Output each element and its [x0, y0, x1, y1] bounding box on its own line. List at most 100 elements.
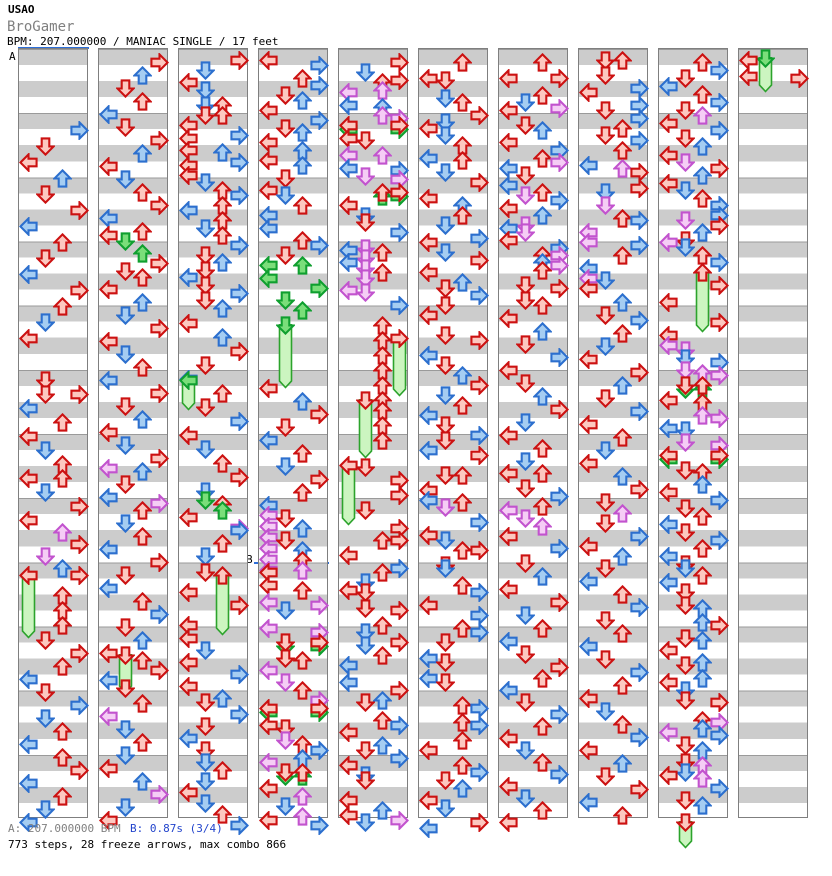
note-arrow: [790, 69, 809, 88]
note-arrow: [659, 641, 678, 660]
note-arrow: [613, 624, 632, 643]
note-arrow: [276, 731, 295, 750]
note-arrow: [516, 693, 535, 712]
note-arrow: [533, 322, 552, 341]
note-arrow: [659, 766, 678, 785]
note-arrow: [436, 216, 455, 235]
note-arrow: [150, 384, 169, 403]
note-arrow: [516, 93, 535, 112]
note-arrow: [150, 449, 169, 468]
note-arrow: [579, 454, 598, 473]
note-arrow: [116, 436, 135, 455]
note-arrow: [470, 699, 489, 718]
note-arrow: [693, 223, 712, 242]
note-arrow: [70, 121, 89, 140]
note-arrow: [419, 491, 438, 510]
note-arrow: [116, 720, 135, 739]
note-arrow: [613, 376, 632, 395]
note-arrow: [259, 181, 278, 200]
note-arrow: [596, 702, 615, 721]
note-arrow: [293, 392, 312, 411]
note-arrow: [676, 376, 695, 395]
marker-a-label: A: [9, 50, 16, 63]
note-arrow: [453, 779, 472, 798]
note-arrow: [419, 669, 438, 688]
note-arrow: [133, 92, 152, 111]
note-arrow: [356, 693, 375, 712]
note-arrow: [499, 813, 518, 832]
note-arrow: [259, 716, 278, 735]
note-arrow: [179, 201, 198, 220]
note-arrow: [99, 671, 118, 690]
note-arrow: [310, 76, 329, 95]
note-arrow: [630, 780, 649, 799]
note-arrow: [196, 246, 215, 265]
note-arrow: [70, 535, 89, 554]
note-arrow: [436, 243, 455, 262]
note-arrow: [150, 319, 169, 338]
note-arrow: [676, 129, 695, 148]
note-arrow: [53, 657, 72, 676]
note-arrow: [613, 324, 632, 343]
note-arrow: [516, 452, 535, 471]
note-arrow: [150, 254, 169, 273]
note-arrow: [419, 119, 438, 138]
note-arrow: [36, 385, 55, 404]
note-arrow: [213, 328, 232, 347]
note-arrow: [213, 106, 232, 125]
note-arrow: [53, 523, 72, 542]
note-arrow: [390, 296, 409, 315]
note-arrow: [630, 179, 649, 198]
note-arrow: [470, 606, 489, 625]
chart-column: [178, 48, 249, 835]
note-arrow: [19, 217, 38, 236]
note-arrow: [339, 129, 358, 148]
note-arrow: [436, 279, 455, 298]
note-arrow: [293, 196, 312, 215]
note-arrow: [453, 206, 472, 225]
note-arrow: [36, 683, 55, 702]
note-arrow: [116, 798, 135, 817]
note-arrow: [676, 596, 695, 615]
note-arrow: [676, 523, 695, 542]
note-arrow: [596, 101, 615, 120]
note-arrow: [453, 93, 472, 112]
note-arrow: [276, 797, 295, 816]
note-arrow: [676, 813, 695, 832]
note-arrow: [373, 243, 392, 262]
note-arrow: [356, 741, 375, 760]
note-arrow: [133, 592, 152, 611]
note-arrow: [196, 261, 215, 280]
note-arrow: [99, 707, 118, 726]
note-arrow: [676, 361, 695, 380]
note-arrow: [630, 236, 649, 255]
note-arrow: [259, 661, 278, 680]
note-arrow: [693, 566, 712, 585]
note-arrow: [356, 583, 375, 602]
note-arrow: [676, 153, 695, 172]
note-arrow: [533, 619, 552, 638]
note-arrow: [693, 263, 712, 282]
note-arrow: [596, 441, 615, 460]
note-arrow: [150, 196, 169, 215]
note-arrow: [710, 531, 729, 550]
note-arrow: [259, 379, 278, 398]
note-arrow: [19, 427, 38, 446]
footer-marker-b: B: 0.87s (3/4): [130, 822, 223, 835]
note-arrow: [710, 216, 729, 235]
note-arrow: [613, 51, 632, 70]
note-arrow: [579, 279, 598, 298]
note-arrow: [196, 794, 215, 813]
note-arrow: [259, 593, 278, 612]
note-arrow: [276, 291, 295, 310]
note-arrow: [453, 466, 472, 485]
note-arrow: [739, 67, 758, 86]
note-arrow: [659, 673, 678, 692]
note-arrow: [116, 618, 135, 637]
note-arrow: [196, 61, 215, 80]
note-arrow: [693, 475, 712, 494]
note-arrow: [356, 771, 375, 790]
note-arrow: [36, 185, 55, 204]
note-arrow: [533, 717, 552, 736]
note-arrow: [230, 126, 249, 145]
